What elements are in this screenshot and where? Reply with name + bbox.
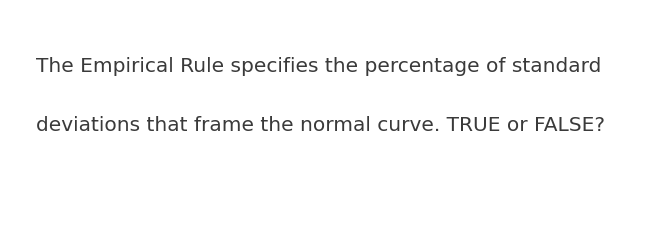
Text: deviations that frame the normal curve. TRUE or FALSE?: deviations that frame the normal curve. … — [36, 116, 605, 135]
Text: The Empirical Rule specifies the percentage of standard: The Empirical Rule specifies the percent… — [36, 57, 601, 76]
